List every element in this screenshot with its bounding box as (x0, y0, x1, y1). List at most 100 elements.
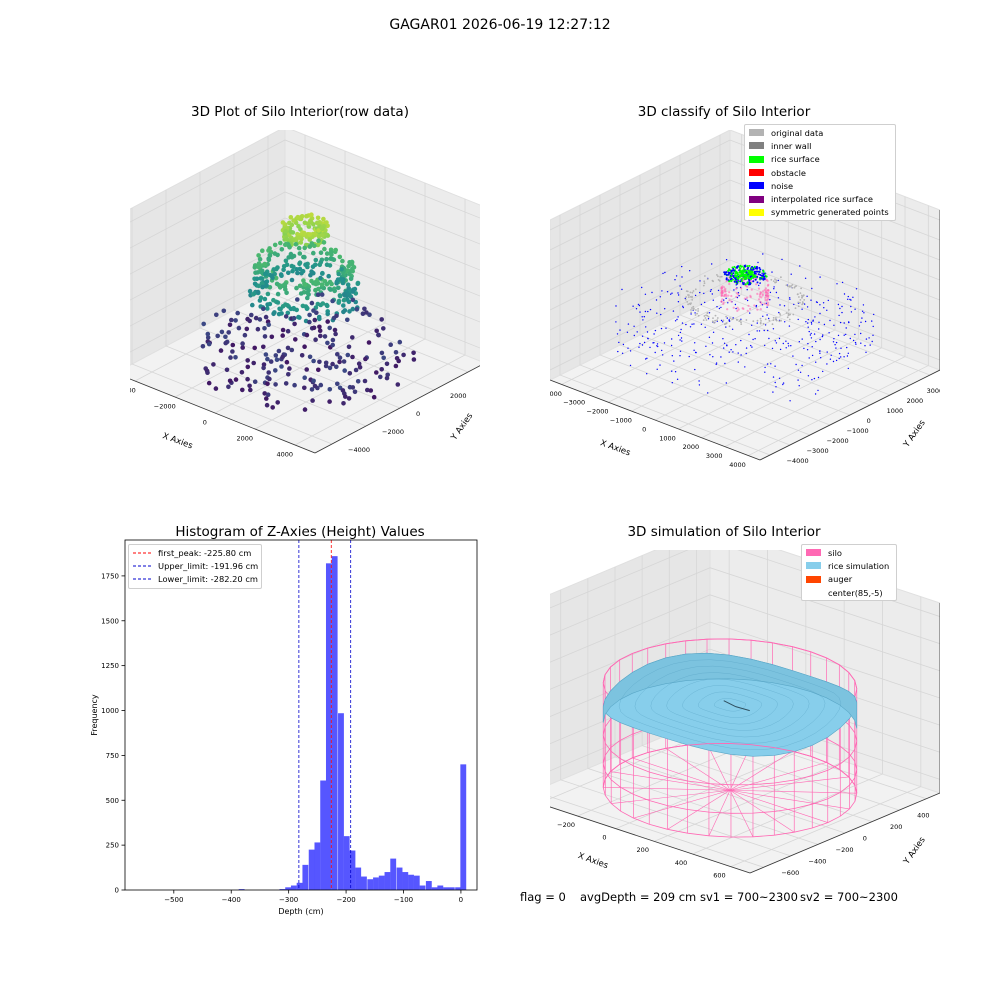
data-point (239, 370, 245, 375)
original-data-point (690, 311, 692, 314)
x-tick-label: 0 (459, 896, 463, 904)
grid-line (678, 178, 859, 430)
noise-point (869, 344, 871, 346)
data-point (352, 389, 358, 395)
noise-point (813, 377, 816, 380)
rice-mesh-line (634, 665, 826, 744)
noise-point (872, 334, 874, 336)
noise-point (662, 354, 664, 356)
histogram-bar (343, 836, 350, 890)
grid-line (214, 167, 386, 414)
original-data-point (692, 305, 695, 308)
data-point (368, 388, 374, 393)
interpolated-point (721, 298, 724, 301)
y-tick-label: 200 (890, 823, 902, 831)
interpolated-point (724, 290, 727, 293)
data-point (261, 344, 266, 350)
x-axis-line (550, 379, 761, 461)
rice-surface-point (753, 272, 756, 275)
data-point (304, 213, 309, 219)
figure-title: GAGAR01 2026-06-19 12:27:12 (389, 17, 611, 33)
original-data-point (716, 317, 719, 319)
data-point (266, 370, 271, 375)
original-data-point (705, 314, 707, 317)
noise-point (850, 311, 853, 313)
noise-point (675, 275, 678, 277)
histogram-bar (302, 864, 309, 890)
y-tick-label: −400 (809, 857, 827, 865)
data-point (341, 297, 347, 303)
noise-point (774, 340, 776, 342)
data-point (307, 354, 313, 360)
data-point (200, 344, 206, 349)
noise-point (821, 335, 824, 338)
interpolated-point (764, 296, 767, 299)
x-axis-label: Depth (cm) (278, 907, 323, 916)
interpolated-point (767, 301, 770, 304)
noise-point (704, 301, 706, 304)
noise-point (664, 308, 666, 310)
x-axis-label: X Axies (599, 438, 632, 458)
data-point (311, 250, 316, 256)
noise-point (677, 334, 680, 337)
noise-point (762, 253, 764, 255)
rice-surface-point (740, 272, 743, 275)
original-data-point (738, 320, 741, 322)
data-point (233, 318, 238, 323)
noise-point (700, 303, 703, 306)
silo-front-ring (602, 638, 858, 689)
chart-title-histogram: Histogram of Z-Axies (Height) Values (175, 524, 425, 540)
noise-point (745, 352, 747, 355)
data-point (393, 363, 399, 369)
histogram-bar (355, 867, 362, 890)
data-point (269, 273, 274, 278)
noise-point (814, 316, 816, 318)
grid-line (701, 187, 883, 439)
rice-surface-point (751, 267, 754, 270)
rice-surface-point (758, 266, 761, 269)
noise-point (655, 299, 658, 301)
data-point (325, 340, 330, 346)
noise-point (681, 265, 683, 268)
data-point (357, 365, 363, 370)
noise-point (835, 341, 838, 344)
data-point (330, 298, 335, 304)
original-data-point (691, 291, 694, 294)
noise-point (681, 276, 683, 278)
interpolated-point (750, 288, 753, 291)
noise-point (841, 311, 843, 314)
original-data-point (775, 317, 777, 319)
noise-point (639, 311, 641, 313)
data-point (311, 358, 316, 364)
noise-point (661, 290, 663, 292)
rice-surface-point (729, 276, 732, 279)
data-point (336, 298, 342, 304)
legend-entry-noise: noise (745, 179, 895, 192)
data-point (343, 394, 348, 399)
grid-line (550, 594, 940, 672)
data-point (304, 367, 309, 372)
noise-point (621, 352, 624, 354)
raw-3d-scatter-plot: −4000−2000020004000−4000−20000200040000−… (130, 130, 480, 458)
noise-point (621, 288, 623, 291)
histogram-bar (349, 850, 356, 890)
data-point (328, 256, 333, 261)
data-point (252, 345, 257, 351)
y-tick-label: −200 (836, 846, 854, 854)
noise-point (641, 344, 644, 346)
noise-point (707, 318, 710, 320)
rice-surface-point (758, 270, 761, 273)
data-point (350, 385, 356, 390)
data-point (394, 356, 400, 361)
noise-point (626, 331, 629, 333)
noise-point (764, 344, 766, 347)
data-point (252, 379, 258, 384)
data-point (260, 248, 265, 253)
noise-point (785, 347, 787, 349)
noise-point (795, 363, 797, 366)
data-point (330, 361, 335, 367)
rice-surface-point (740, 280, 743, 283)
noise-point (860, 321, 862, 323)
data-point (267, 376, 272, 382)
interpolated-point (766, 292, 770, 295)
